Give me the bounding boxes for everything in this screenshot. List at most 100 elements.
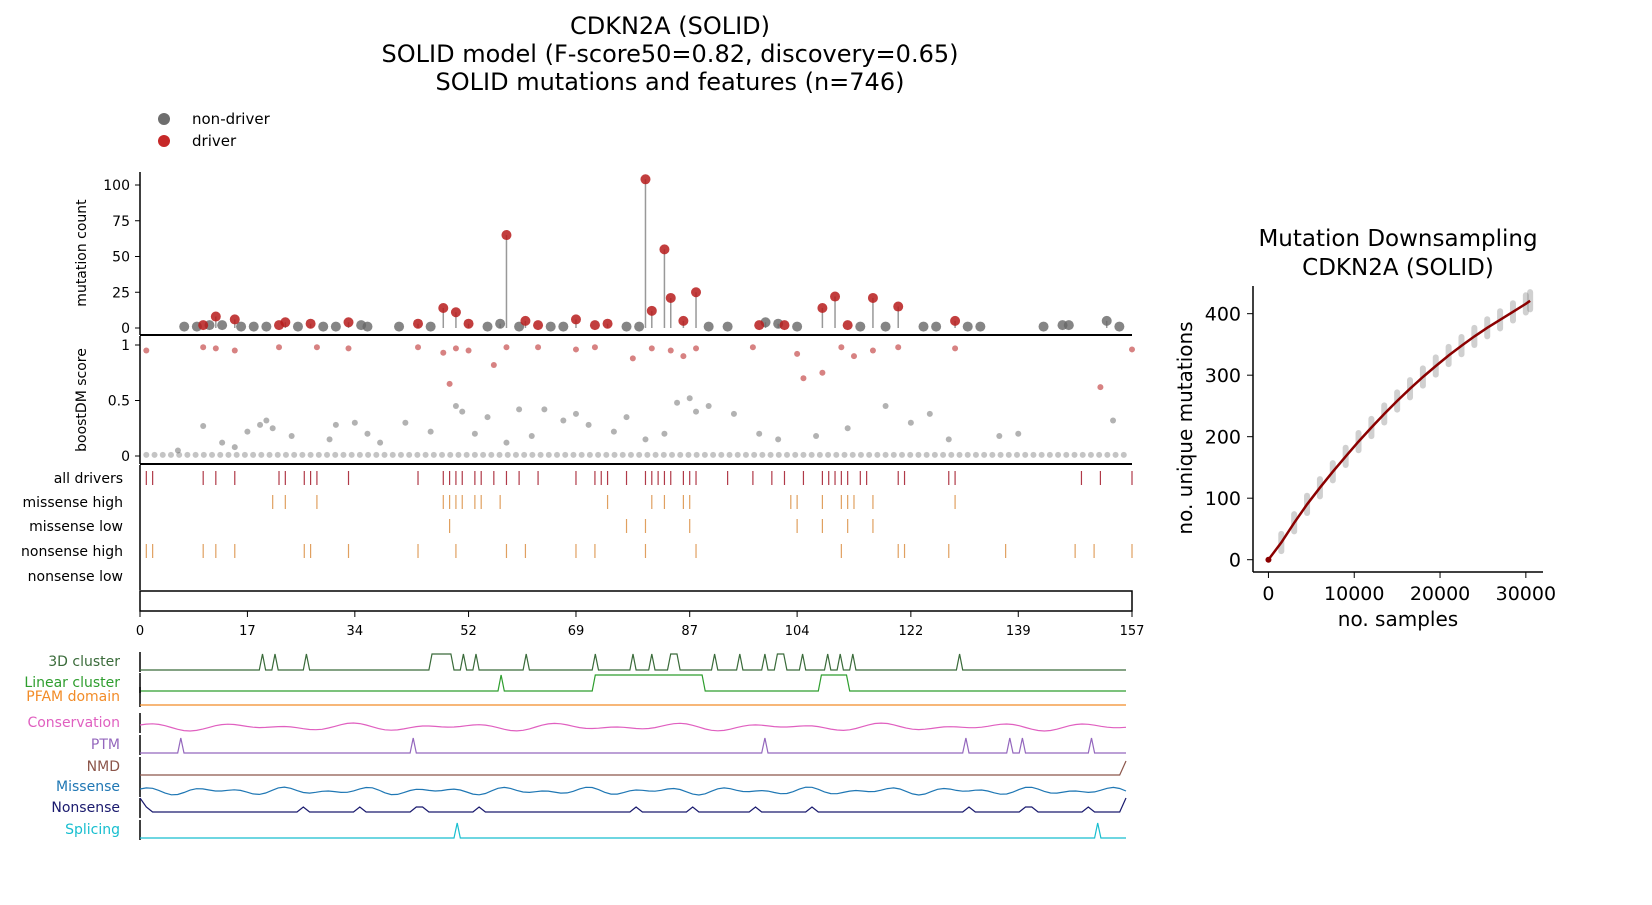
non-driver-score-point — [288, 433, 295, 440]
non-driver-score-point — [471, 430, 478, 437]
driver-point — [343, 317, 354, 328]
score-baseline-point — [800, 451, 807, 458]
score-baseline-point — [1005, 451, 1012, 458]
non-driver-point — [792, 321, 803, 332]
score-baseline-point — [627, 451, 634, 458]
score-baseline-point — [159, 451, 166, 458]
score-baseline-point — [1071, 451, 1078, 458]
legend-item-driver: driver — [158, 130, 270, 152]
driver-point — [438, 302, 449, 313]
score-baseline-point — [825, 451, 832, 458]
driver-score-point — [452, 345, 459, 352]
driver-score-point — [591, 344, 598, 351]
x-tick-label: 0 — [136, 624, 144, 639]
non-driver-score-point — [756, 430, 763, 437]
score-baseline-point — [989, 451, 996, 458]
score-baseline-point — [997, 451, 1004, 458]
score-y-tick-label: 1 — [121, 338, 130, 354]
ds-origin-point — [1265, 556, 1272, 563]
non-driver-score-point — [623, 414, 630, 421]
driver-point — [533, 320, 544, 331]
non-driver-score-point — [377, 439, 384, 446]
driver-point — [198, 320, 209, 331]
score-baseline-point — [570, 451, 577, 458]
score-baseline-point — [381, 451, 388, 458]
non-driver-score-point — [642, 436, 649, 443]
driver-point — [640, 174, 651, 185]
score-baseline-point — [874, 451, 881, 458]
score-baseline-point — [562, 451, 569, 458]
track-label: nonsense low — [28, 569, 123, 585]
non-driver-score-point — [484, 414, 491, 421]
track-label: missense low — [29, 519, 123, 535]
driver-point — [463, 318, 474, 329]
score-baseline-point — [554, 451, 561, 458]
score-baseline-point — [726, 451, 733, 458]
driver-score-point — [794, 350, 801, 357]
non-driver-point — [248, 321, 259, 332]
driver-score-point — [629, 355, 636, 362]
legend-label-non-driver: non-driver — [192, 110, 270, 128]
driver-marker — [158, 135, 170, 147]
non-driver-point — [425, 321, 436, 332]
legend: non-driver driver — [158, 108, 270, 152]
ds-x-tick-label: 30000 — [1496, 583, 1556, 605]
driver-score-point — [212, 345, 219, 352]
chart-title-line-3: SOLID mutations and features (n=746) — [435, 68, 905, 96]
non-driver-score-point — [585, 421, 592, 428]
non-driver-score-point — [945, 436, 952, 443]
non-driver-score-point — [693, 408, 700, 415]
driver-point — [893, 301, 904, 312]
non-driver-score-point — [610, 428, 617, 435]
ds-y-tick-label: 100 — [1205, 488, 1241, 510]
score-baseline-point — [899, 451, 906, 458]
driver-point — [570, 314, 581, 325]
score-baseline-point — [545, 451, 552, 458]
driver-point — [950, 315, 961, 326]
feature-line — [140, 737, 1126, 754]
feature-line — [139, 786, 1127, 796]
feature-label: 3D cluster — [48, 654, 120, 670]
feature-line — [140, 653, 1126, 671]
non-driver-point — [1114, 321, 1125, 332]
score-baseline-point — [512, 451, 519, 458]
driver-score-point — [895, 344, 902, 351]
non-driver-point — [236, 321, 247, 332]
feature-label: PTM — [91, 737, 120, 753]
score-baseline-point — [595, 451, 602, 458]
driver-score-point — [693, 345, 700, 352]
score-baseline-point — [356, 451, 363, 458]
ds-x-tick-label: 10000 — [1324, 583, 1384, 605]
non-driver-point — [217, 320, 228, 331]
score-baseline-point — [496, 451, 503, 458]
non-driver-score-point — [516, 406, 523, 413]
feature-line — [139, 722, 1127, 732]
score-baseline-point — [217, 451, 224, 458]
score-baseline-point — [209, 451, 216, 458]
score-baseline-point — [192, 451, 199, 458]
non-driver-score-point — [730, 410, 737, 417]
non-driver-score-point — [231, 444, 238, 451]
non-driver-point — [482, 321, 493, 332]
non-driver-point — [931, 321, 942, 332]
driver-score-point — [667, 347, 674, 354]
score-baseline-point — [1055, 451, 1062, 458]
count-y-tick-label: 0 — [121, 321, 130, 337]
x-tick-label: 157 — [1120, 624, 1145, 639]
non-driver-score-point — [705, 403, 712, 410]
non-driver-score-point — [351, 419, 358, 426]
driver-score-point — [446, 380, 453, 387]
non-driver-point — [918, 321, 929, 332]
non-driver-score-point — [560, 417, 567, 424]
x-tick-label: 104 — [785, 624, 810, 639]
x-tick-label: 52 — [460, 624, 477, 639]
score-baseline-point — [348, 451, 355, 458]
non-driver-score-point — [674, 399, 681, 406]
driver-point — [501, 230, 512, 241]
score-baseline-point — [233, 451, 240, 458]
score-baseline-point — [340, 451, 347, 458]
driver-point — [665, 292, 676, 303]
score-baseline-point — [1022, 451, 1029, 458]
score-baseline-point — [1104, 451, 1111, 458]
non-driver-score-point — [332, 421, 339, 428]
